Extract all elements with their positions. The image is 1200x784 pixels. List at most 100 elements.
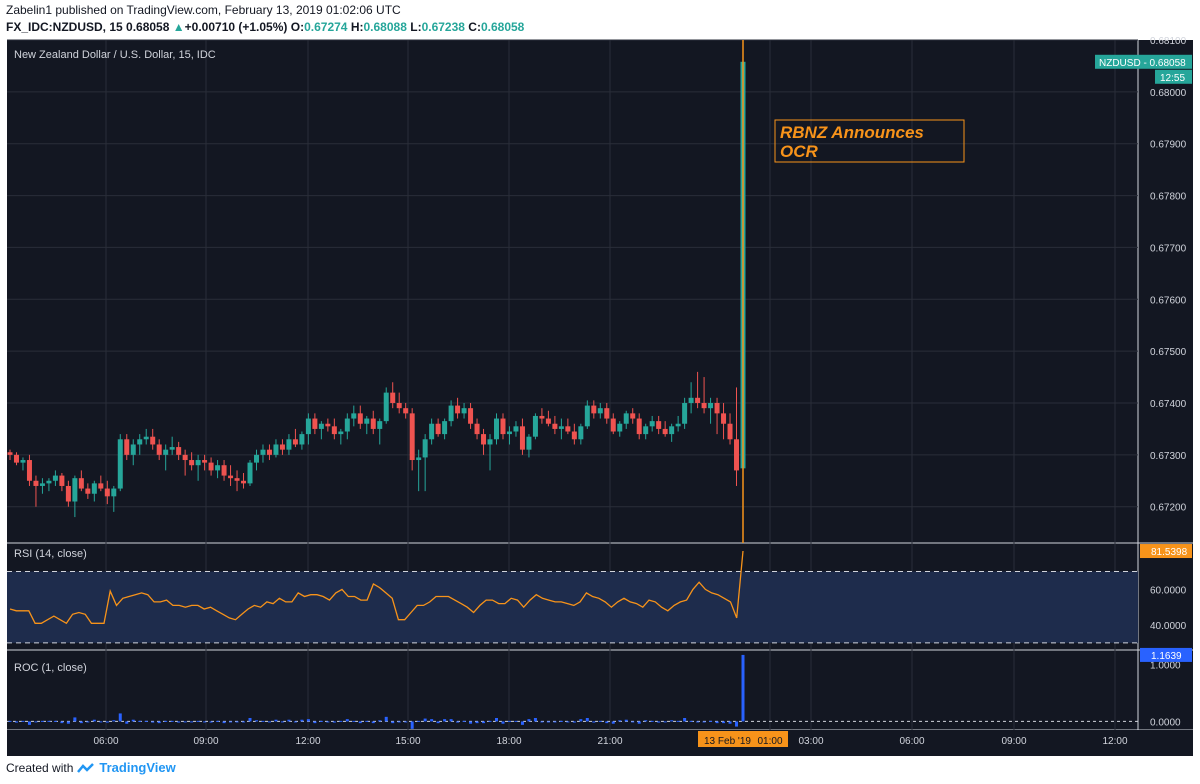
candle-body (695, 397, 701, 403)
candle (331, 418, 337, 440)
rsi-band (7, 571, 1138, 643)
open-key: O: (290, 20, 305, 34)
rsi-last-label: 81.5398 (1151, 547, 1188, 558)
candle-body (455, 405, 461, 414)
roc-bar (670, 720, 674, 722)
candle-body (305, 418, 311, 435)
roc-bar (456, 721, 460, 723)
candle (189, 452, 195, 471)
candle-body (325, 423, 331, 427)
candle (20, 457, 26, 471)
candle (506, 426, 512, 445)
candle-body (338, 431, 344, 435)
roc-bar (624, 719, 628, 722)
candle-body (260, 449, 266, 455)
roc-bar (397, 721, 401, 723)
candle-body (202, 460, 208, 463)
candle-body (72, 478, 78, 502)
roc-bar (118, 713, 122, 722)
candle (137, 434, 143, 455)
roc-bar (663, 721, 667, 723)
candle-body (163, 449, 169, 455)
roc-bar (287, 719, 291, 722)
candle-body (474, 423, 480, 435)
candle (461, 402, 467, 419)
candle-body (435, 423, 441, 435)
annotation-box (774, 119, 965, 163)
candle-body (662, 428, 668, 435)
candle-body (610, 418, 616, 432)
roc-bar (365, 720, 369, 722)
candle (273, 439, 279, 458)
roc-bar (183, 721, 187, 723)
time-tick-label: 06:00 (93, 736, 118, 747)
candle (669, 423, 675, 442)
close-key: C: (468, 20, 481, 34)
candle-body (364, 418, 370, 424)
roc-bar (741, 654, 745, 722)
candle-body (370, 418, 376, 429)
symbol-label[interactable]: FX_IDC:NZDUSD, 15 (6, 20, 123, 34)
roc-bar (248, 718, 252, 722)
candle-body (623, 413, 629, 424)
candle-body (552, 423, 558, 429)
last-price: 0.68058 (126, 20, 170, 34)
roc-bar (585, 718, 589, 722)
roc-bar (27, 721, 31, 725)
roc-bar (514, 720, 518, 722)
candle-body (494, 418, 500, 440)
candle-body (20, 460, 26, 463)
candle-body (39, 483, 45, 486)
candle (500, 413, 506, 440)
roc-bar (527, 719, 531, 722)
roc-bar (151, 721, 155, 723)
candle (266, 444, 272, 461)
candle (111, 485, 117, 512)
roc-bar (728, 721, 732, 724)
candle (234, 470, 240, 492)
countdown-badge (1155, 69, 1192, 84)
candle (169, 436, 175, 455)
candle-body (124, 439, 130, 455)
footer-brand[interactable]: TradingView (99, 760, 176, 775)
candle-body (539, 415, 545, 419)
candle (143, 428, 149, 445)
candle (325, 418, 331, 432)
candle-body (266, 449, 272, 455)
roc-bar (566, 721, 570, 723)
candle (26, 454, 32, 486)
candle (455, 397, 461, 419)
candle-body (279, 444, 285, 450)
roc-bar (345, 719, 349, 722)
candle (708, 397, 714, 424)
candle (46, 478, 52, 492)
candle-body (85, 488, 91, 494)
roc-bar (125, 721, 129, 724)
roc-bar (99, 721, 103, 723)
candle-body (669, 426, 675, 435)
candle (519, 418, 525, 455)
candle-body (422, 439, 428, 458)
time-tick-label: 09:00 (1001, 736, 1026, 747)
rsi-title: RSI (14, close) (14, 548, 87, 560)
candle (163, 444, 169, 471)
roc-bar (553, 721, 557, 723)
roc-bar (430, 719, 434, 722)
candle (416, 449, 422, 492)
roc-bar (170, 720, 174, 722)
roc-bar (702, 721, 706, 723)
annotation-text: RBNZ Announces OCR (780, 123, 924, 161)
roc-bar (92, 719, 96, 722)
candle-body (143, 436, 149, 440)
footer-created-with: Created with (6, 760, 74, 775)
roc-bar (709, 720, 713, 722)
roc-bar (190, 721, 194, 723)
candle-body (98, 483, 104, 489)
candle-body (591, 405, 597, 414)
candle (338, 428, 344, 445)
roc-bar (229, 721, 233, 723)
price-tick-label: 0.67800 (1150, 192, 1187, 203)
candle-body (234, 478, 240, 481)
roc-bar (86, 721, 90, 723)
